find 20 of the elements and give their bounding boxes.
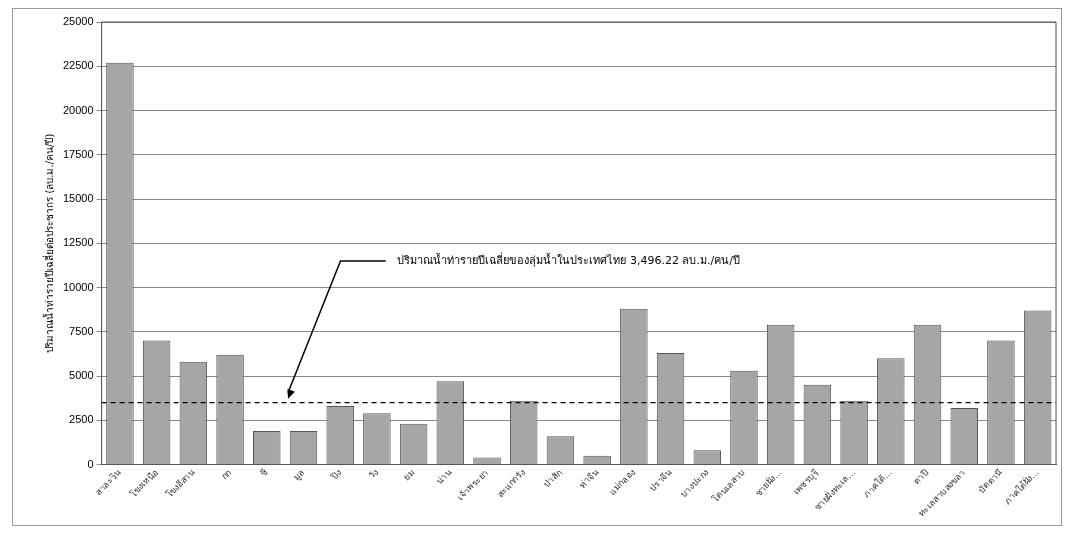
y-axis-title: ปริมาณน้ำท่ารายปีเฉลี่ยต่อประชากร (ลบ.ม./คน/ปี) xyxy=(41,133,55,353)
y-tick-label: 25000 xyxy=(62,15,94,28)
x-tick-label: วัง xyxy=(366,467,380,481)
y-tick-label: 2500 xyxy=(69,413,94,426)
x-tick-label: น่าน xyxy=(434,467,454,487)
x-tick-label: กก xyxy=(219,467,234,482)
y-tick-label: 5000 xyxy=(69,369,94,382)
x-tick-label: ยม xyxy=(401,467,417,483)
y-tick-label: 20000 xyxy=(62,103,94,116)
y-tick-label: 7500 xyxy=(69,324,94,337)
x-tick-label: ชี xyxy=(258,467,270,479)
x-tick-label: ปิง xyxy=(329,467,344,482)
y-tick-label: 12500 xyxy=(62,236,94,249)
x-tick-label: มูล xyxy=(291,467,308,484)
y-tick-label: 22500 xyxy=(62,59,94,72)
y-tick-label: 0 xyxy=(87,457,94,470)
ref-line-label: ปริมาณน้ำท่ารายปีเฉลี่ยของลุ่มน้ำในประเทศไทย 3,496.22 ลบ.ม./คน/ปี xyxy=(397,251,740,267)
y-tick-label: 15000 xyxy=(62,192,94,205)
y-tick-label: 17500 xyxy=(62,147,94,160)
y-tick-label: 10000 xyxy=(62,280,94,293)
